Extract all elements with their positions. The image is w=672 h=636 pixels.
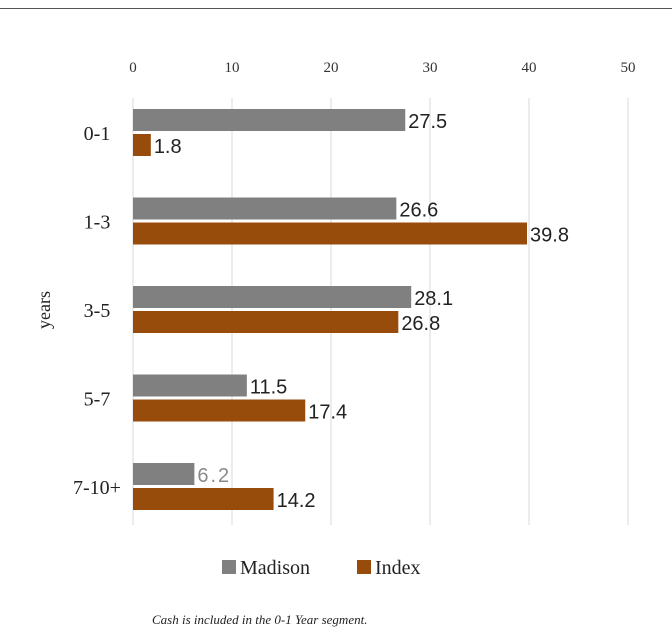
data-label-madison: 11.5 (250, 377, 287, 399)
legend-swatch-madison (222, 560, 236, 574)
bar-chart: 0 10 20 30 40 50 years 0-1 27.5 1.8 1-3 26.6 39.8 3-5… (34, 60, 636, 579)
bar-index (133, 488, 274, 510)
data-label-index: 14.2 (277, 490, 316, 512)
x-tick-label: 0 (129, 60, 137, 76)
bar-index (133, 311, 399, 333)
x-tick-label: 50 (621, 60, 636, 76)
bar-madison (133, 109, 406, 131)
x-tick-label: 20 (324, 60, 339, 76)
data-label-madison: 27.5 (408, 111, 447, 133)
bar-madison (133, 197, 397, 220)
y-axis-title: years (34, 291, 54, 329)
data-label-index: 39.8 (530, 225, 569, 247)
bar-madison (133, 463, 195, 485)
data-label-index: 1.8 (154, 136, 182, 158)
legend-swatch-index (357, 560, 371, 574)
y-tick-label: 3-5 (84, 300, 111, 322)
x-tick-label: 40 (522, 60, 537, 76)
bar-index (133, 134, 151, 156)
y-tick-label: 0-1 (84, 123, 111, 145)
legend-label-index: Index (375, 557, 421, 579)
top-rule (0, 8, 672, 9)
y-tick-label: 5-7 (84, 389, 111, 411)
bar-madison (133, 374, 247, 397)
footnote: Cash is included in the 0-1 Year segment… (152, 612, 368, 627)
y-tick-label: 7-10+ (73, 477, 121, 499)
x-tick-label: 10 (225, 60, 240, 76)
legend-label-madison: Madison (240, 557, 310, 579)
data-label-madison: 28.1 (414, 288, 453, 310)
bar-index (133, 222, 528, 245)
x-tick-label: 30 (423, 60, 438, 76)
data-label-index: 26.8 (401, 313, 440, 335)
data-label-index: 17.4 (308, 402, 347, 424)
data-label-madison: 6.2 (197, 465, 231, 487)
data-label-madison: 26.6 (399, 200, 438, 222)
bar-index (133, 399, 306, 422)
y-tick-label: 1-3 (84, 212, 111, 234)
bar-madison (133, 286, 412, 308)
